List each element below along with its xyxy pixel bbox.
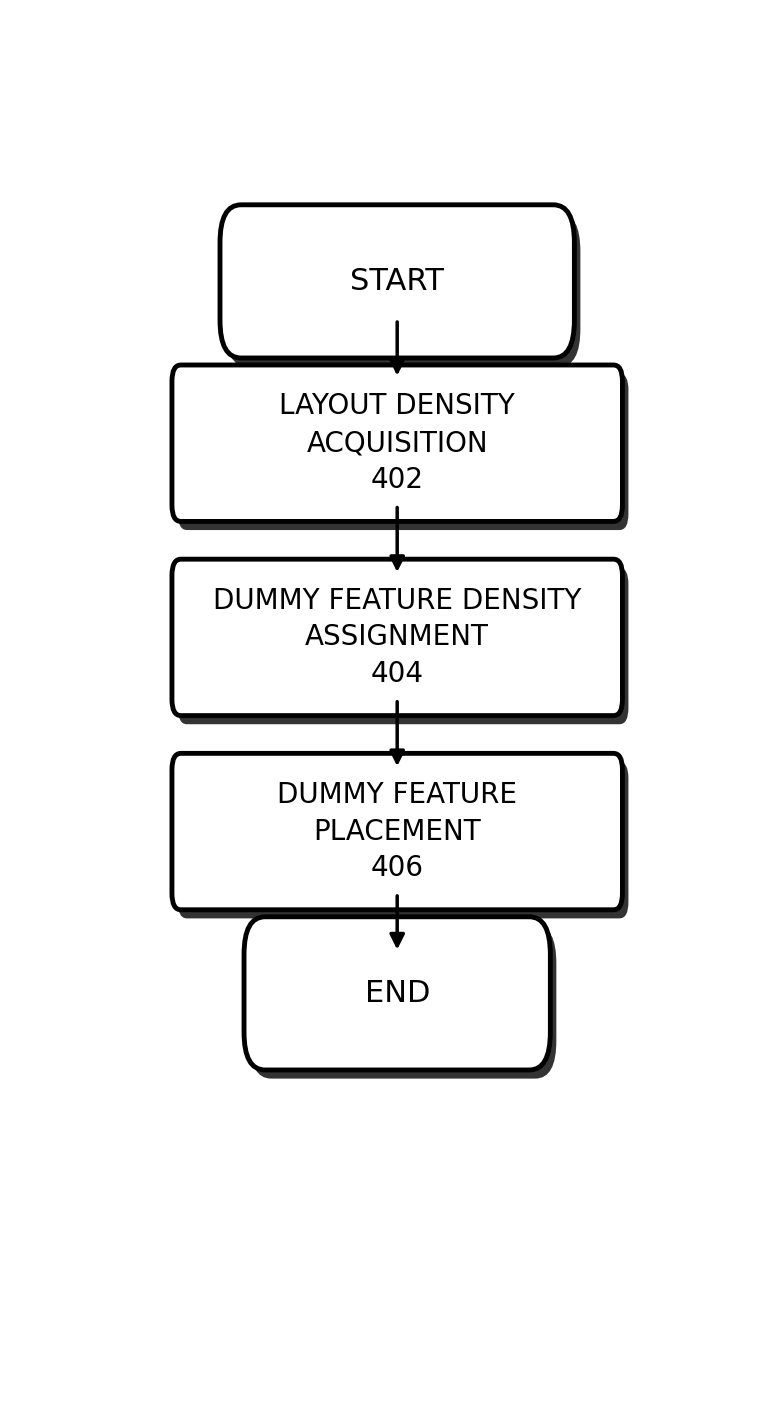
- FancyBboxPatch shape: [172, 366, 622, 521]
- FancyBboxPatch shape: [244, 916, 550, 1070]
- FancyBboxPatch shape: [172, 754, 622, 909]
- FancyBboxPatch shape: [250, 926, 556, 1079]
- Text: LAYOUT DENSITY
ACQUISITION
402: LAYOUT DENSITY ACQUISITION 402: [279, 392, 515, 495]
- Text: START: START: [350, 268, 444, 296]
- FancyBboxPatch shape: [172, 559, 622, 716]
- FancyBboxPatch shape: [178, 762, 629, 919]
- FancyBboxPatch shape: [178, 567, 629, 724]
- Text: DUMMY FEATURE
PLACEMENT
406: DUMMY FEATURE PLACEMENT 406: [277, 780, 517, 883]
- Text: END: END: [364, 979, 430, 1007]
- FancyBboxPatch shape: [226, 213, 580, 367]
- FancyBboxPatch shape: [178, 374, 629, 530]
- FancyBboxPatch shape: [220, 205, 574, 359]
- Text: DUMMY FEATURE DENSITY
ASSIGNMENT
404: DUMMY FEATURE DENSITY ASSIGNMENT 404: [213, 587, 581, 688]
